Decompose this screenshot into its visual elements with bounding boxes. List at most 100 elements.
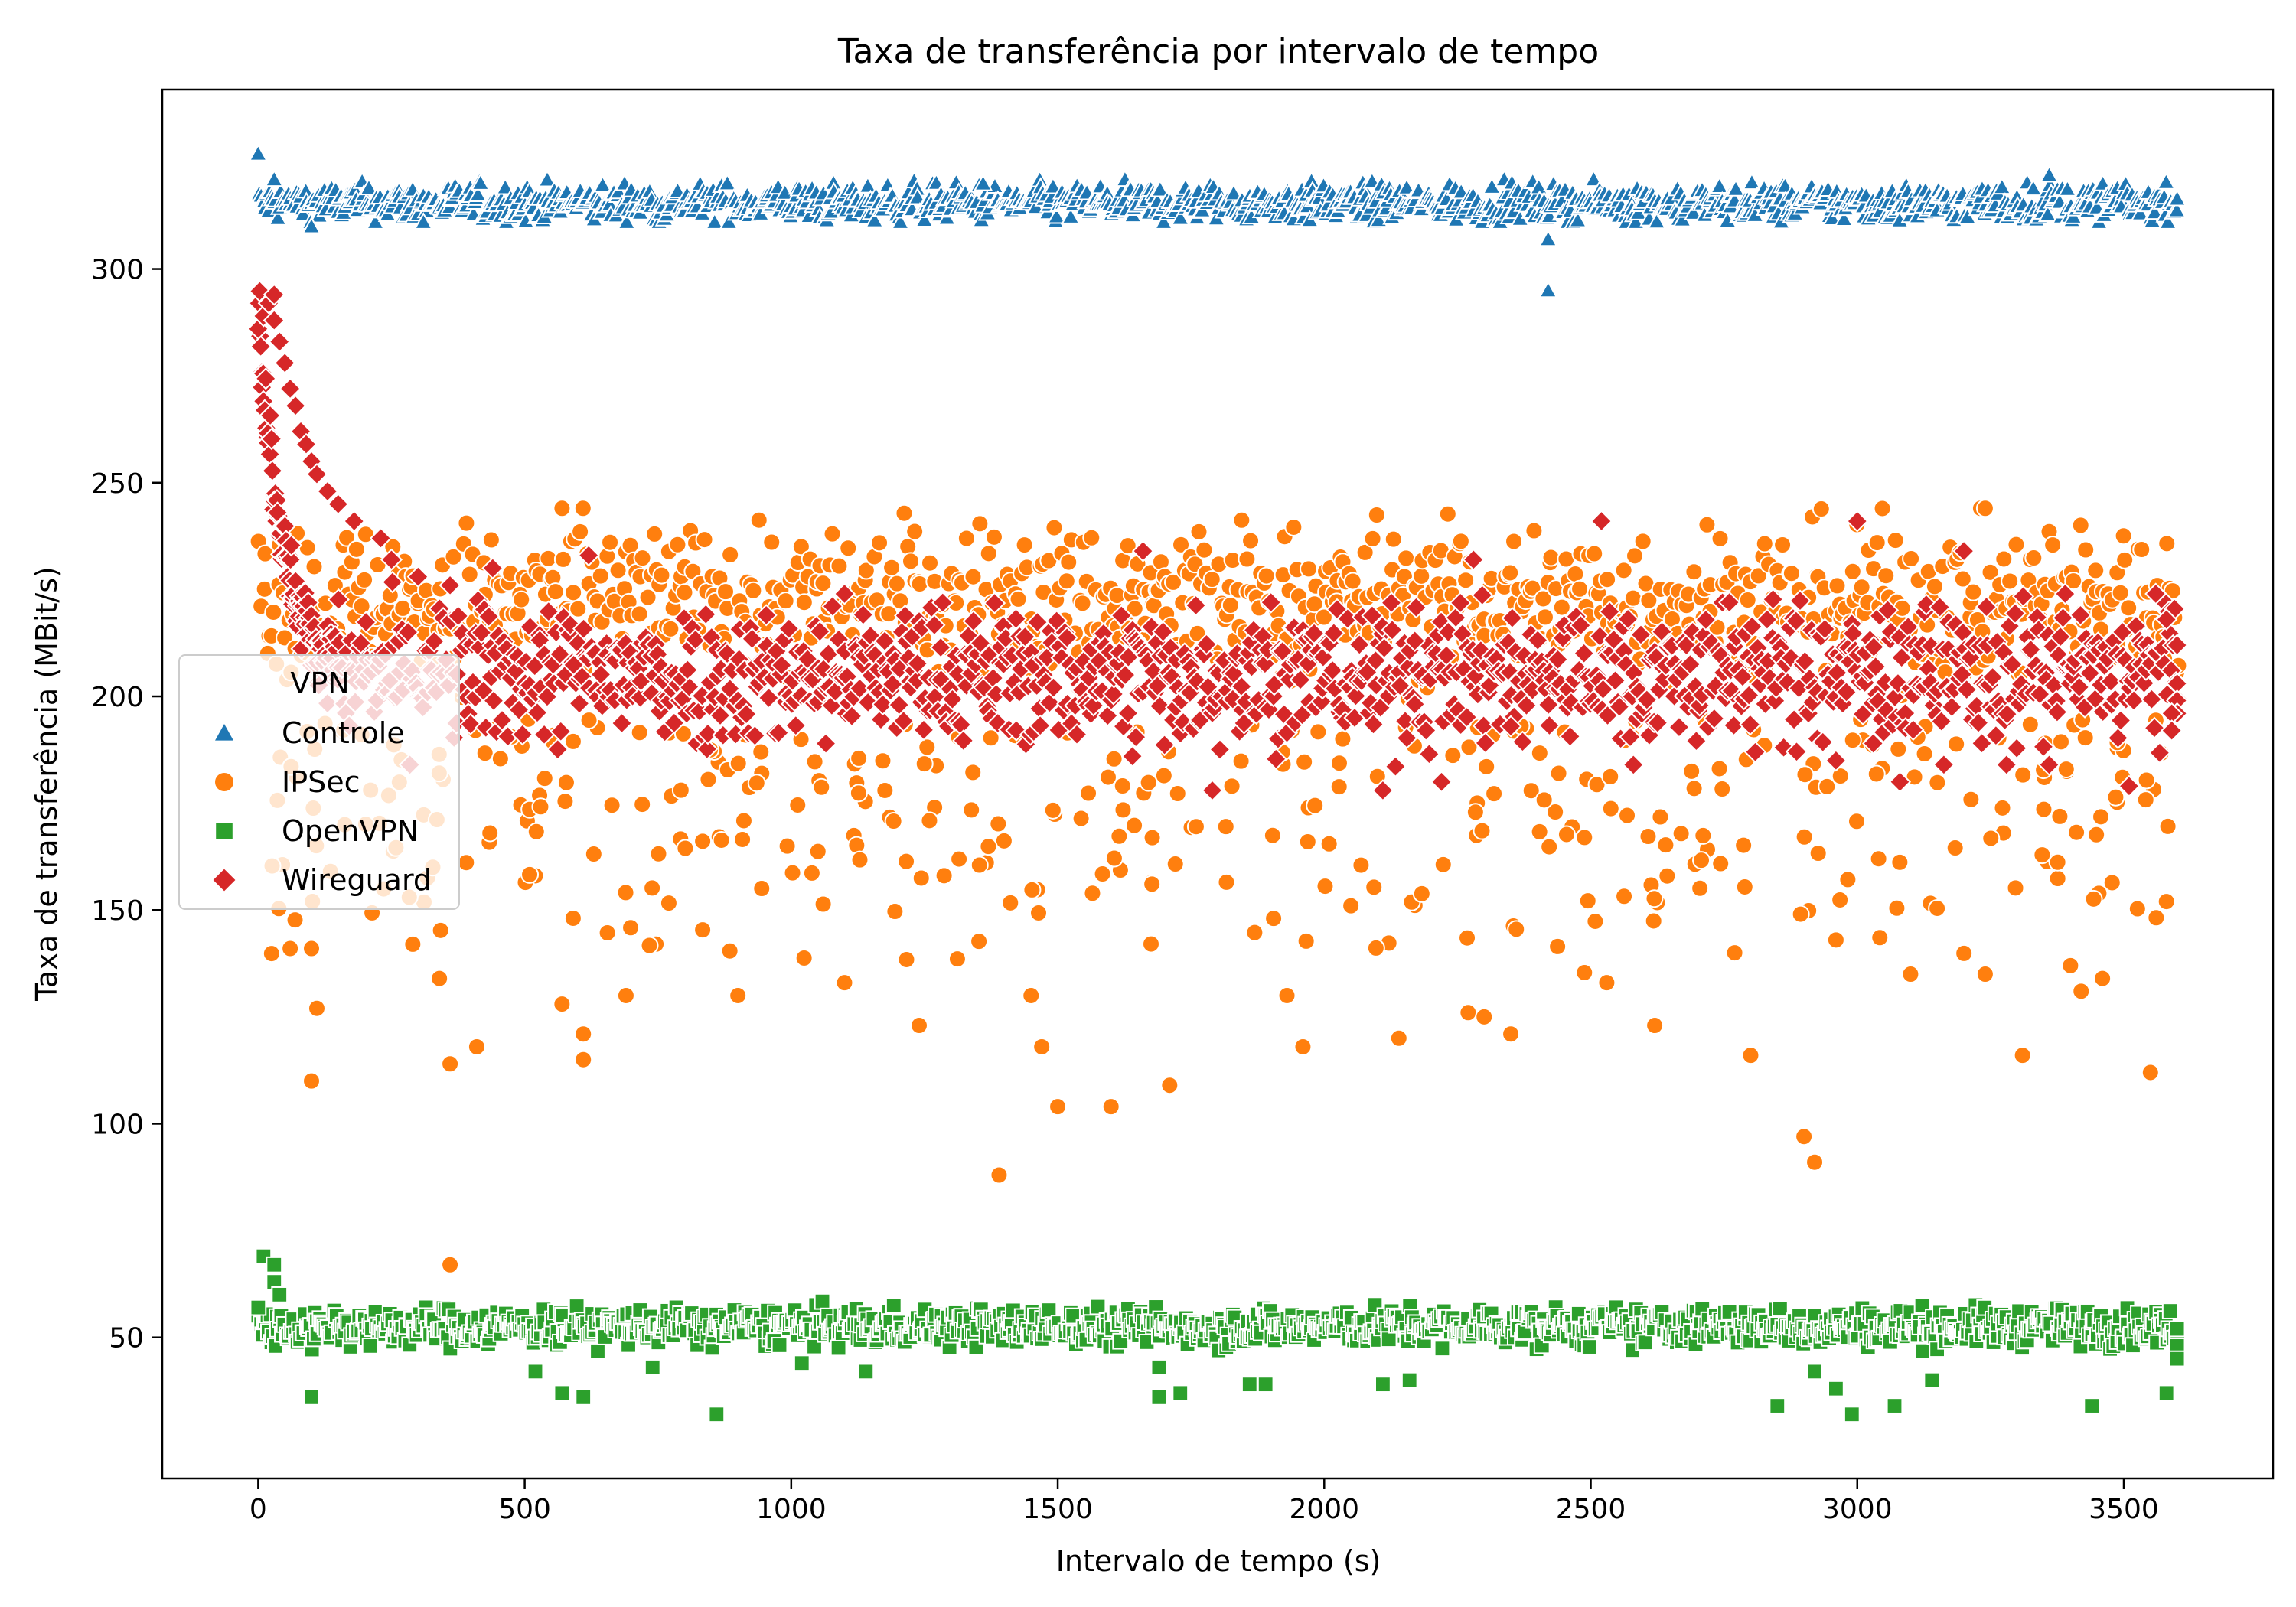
point-ipsec (1456, 571, 1476, 590)
point-ipsec (1300, 559, 1319, 579)
point-ipsec (1032, 1037, 1052, 1056)
point-ipsec (950, 849, 969, 869)
point-controle (705, 212, 725, 230)
point-ipsec (2141, 1063, 2160, 1082)
point-ipsec (481, 530, 501, 549)
point-ipsec (734, 811, 753, 830)
chart-title: Taxa de transferência por intervalo de t… (837, 32, 1599, 71)
point-ipsec (1877, 566, 1896, 585)
point-ipsec (1438, 504, 1457, 523)
point-ipsec (1113, 777, 1132, 796)
point-ipsec (1773, 535, 1792, 554)
point-ipsec (431, 921, 450, 940)
point-ipsec (601, 533, 620, 552)
point-ipsec (947, 950, 967, 969)
point-openvpn (2083, 1397, 2101, 1414)
point-ipsec (1575, 963, 1594, 982)
point-ipsec (1548, 937, 1567, 956)
point-ipsec (569, 599, 588, 618)
point-ipsec (556, 773, 576, 792)
point-ipsec (1071, 809, 1091, 828)
point-ipsec (762, 533, 781, 552)
point-controle (359, 178, 379, 196)
point-ipsec (579, 711, 598, 730)
point-openvpn (1827, 1380, 1844, 1397)
point-ipsec (305, 557, 324, 576)
point-ipsec (556, 792, 575, 811)
point-openvpn (708, 1406, 726, 1423)
point-ipsec (2014, 765, 2033, 784)
point-ipsec (481, 823, 500, 843)
point-ipsec (2147, 908, 2166, 927)
point-ipsec (659, 894, 678, 913)
point-ipsec (934, 866, 954, 885)
point-ipsec (2001, 572, 2020, 591)
point-ipsec (2024, 549, 2043, 568)
point-ipsec (573, 499, 592, 518)
point-controle (1368, 210, 1389, 228)
point-ipsec (1186, 817, 1205, 836)
point-ipsec (729, 986, 748, 1005)
point-ipsec (1009, 589, 1028, 608)
point-controle (1061, 207, 1081, 224)
point-ipsec (1615, 887, 1634, 906)
point-ipsec (1869, 849, 1888, 869)
point-openvpn (1401, 1371, 1418, 1389)
point-controle (2130, 203, 2151, 221)
point-ipsec (1831, 767, 1850, 786)
point-ipsec (1104, 849, 1124, 868)
point-ipsec (805, 752, 824, 771)
point-ipsec (1738, 591, 1757, 610)
point-ipsec (1947, 735, 1966, 754)
point-ipsec (1570, 579, 1590, 598)
point-ipsec (1530, 744, 1549, 763)
point-ipsec (1975, 499, 1994, 518)
point-ipsec (1365, 878, 1384, 897)
point-ipsec (1964, 582, 1983, 601)
point-ipsec (1001, 893, 1020, 912)
point-ipsec (2072, 982, 2091, 1001)
point-ipsec (302, 1071, 321, 1090)
point-ipsec (1363, 529, 1382, 548)
point-ipsec (964, 763, 983, 782)
point-ipsec (808, 842, 827, 861)
point-ipsec (693, 832, 713, 851)
point-ipsec (1232, 510, 1251, 530)
point-ipsec (1818, 777, 1837, 796)
point-ipsec (1172, 535, 1191, 554)
point-ipsec (1713, 780, 1732, 799)
point-ipsec (1725, 944, 1744, 963)
point-ipsec (1549, 764, 1568, 783)
point-ipsec (835, 973, 854, 993)
point-ipsec (897, 950, 916, 969)
point-ipsec (2067, 823, 2086, 842)
point-ipsec (1962, 790, 1981, 809)
plot-area (161, 88, 2275, 1480)
point-ipsec (638, 588, 657, 607)
point-ipsec (920, 811, 939, 830)
point-controle (1726, 178, 1746, 197)
point-ipsec (616, 883, 635, 902)
point-controle (413, 212, 433, 230)
point-ipsec (2034, 800, 2053, 819)
point-ipsec (1397, 549, 1416, 568)
point-ipsec (794, 948, 814, 967)
point-ipsec (553, 499, 572, 518)
point-ipsec (1412, 884, 1431, 903)
point-ipsec (1711, 854, 1730, 873)
point-ipsec (856, 561, 876, 580)
point-ipsec (1164, 572, 1182, 592)
point-ipsec (1049, 1097, 1068, 1116)
point-ipsec (633, 795, 652, 814)
point-ipsec (1644, 911, 1663, 931)
point-ipsec (645, 524, 664, 543)
point-ipsec (1521, 781, 1541, 800)
point-ipsec (850, 850, 869, 869)
point-ipsec (814, 574, 833, 593)
point-openvpn (1769, 1397, 1786, 1414)
point-ipsec (1295, 752, 1314, 771)
point-controle (2092, 173, 2113, 191)
point-ipsec (1475, 1007, 1494, 1026)
point-ipsec (281, 939, 300, 958)
point-openvpn (644, 1358, 661, 1376)
